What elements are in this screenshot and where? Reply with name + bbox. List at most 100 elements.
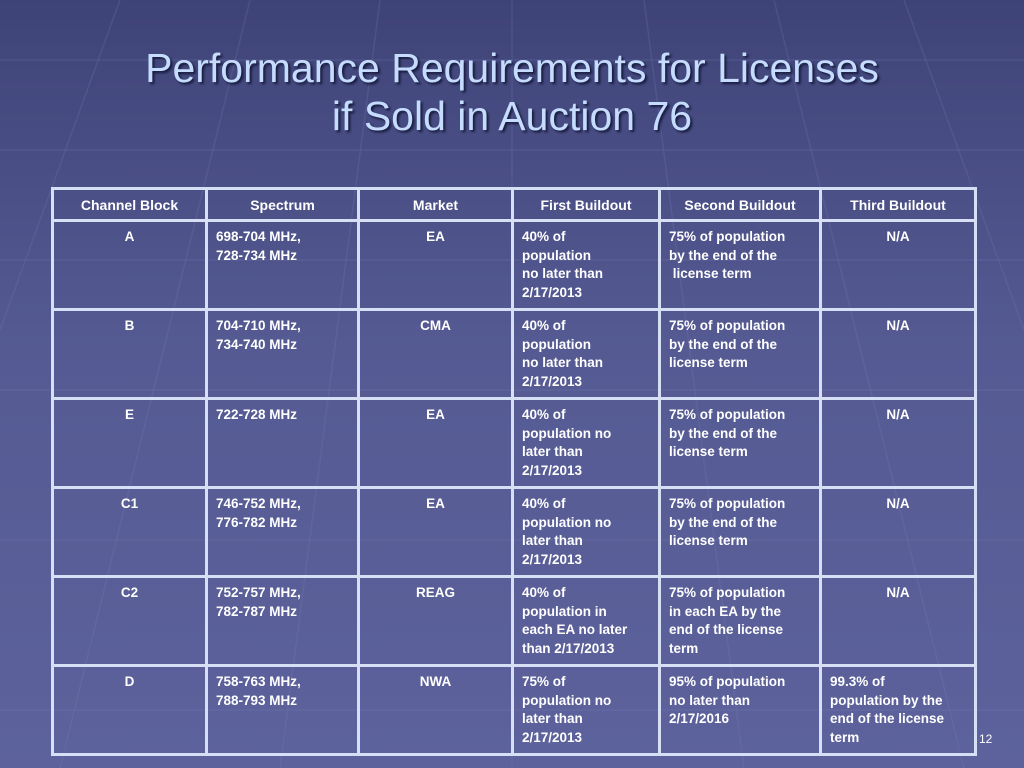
cell-text-line: end of the license xyxy=(669,622,784,637)
cell-text-line: 75% of population xyxy=(669,318,786,333)
cell-text-line: 758-763 MHz, xyxy=(216,674,301,689)
third-buildout-cell: N/A xyxy=(819,575,977,667)
cell-text-line: by the end of the xyxy=(669,336,777,352)
market-cell: NWA xyxy=(357,664,514,756)
cell-text-line: 722-728 MHz xyxy=(216,407,298,422)
table-row: C2 752-757 MHz, 782-787 MHz REAG 40% of popul… xyxy=(51,575,977,667)
cell-text-line: population no xyxy=(522,514,612,530)
cell-text-line: by the end of the xyxy=(669,425,777,441)
cell-text-line: N/A xyxy=(886,585,910,600)
third-buildout-cell: N/A xyxy=(819,397,977,489)
slide-title: Performance Requirements for Licenses if… xyxy=(0,44,1024,140)
channel-block-cell: C1 xyxy=(51,486,208,578)
third-buildout-cell: N/A xyxy=(819,486,977,578)
column-header: Second Buildout xyxy=(658,187,822,222)
channel-block-cell: D xyxy=(51,664,208,756)
cell-text-line: 40% of xyxy=(522,496,566,511)
cell-text-line: each EA no later xyxy=(522,622,628,637)
second-buildout-cell: 75% of population by the end of the licens… xyxy=(658,397,822,489)
spectrum-cell: 704-710 MHz, 734-740 MHz xyxy=(205,308,360,400)
cell-text-line: 782-787 MHz xyxy=(216,603,298,619)
cell-text-line: 788-793 MHz xyxy=(216,692,298,708)
cell-text-line: 75% of population xyxy=(669,496,786,511)
cell-text-line: population xyxy=(522,247,591,263)
first-buildout-cell: 40% of population no later than 2/17/2013 xyxy=(511,219,661,311)
cell-text-line: later than xyxy=(522,444,583,459)
cell-text-line: 2/17/2013 xyxy=(522,551,583,567)
market-cell: EA xyxy=(357,219,514,311)
market-cell: EA xyxy=(357,486,514,578)
second-buildout-cell: 95% of population no later than 2/17/2016 xyxy=(658,664,822,756)
third-buildout-cell: N/A xyxy=(819,308,977,400)
cell-text-line: population by the xyxy=(830,692,943,708)
first-buildout-cell: 40% of population no later than 2/17/2013 xyxy=(511,308,661,400)
table-row: A 698-704 MHz, 728-734 MHz EA 40% of populati… xyxy=(51,219,977,311)
second-buildout-cell: 75% of population by the end of the licens… xyxy=(658,308,822,400)
column-header: Spectrum xyxy=(205,187,360,222)
cell-text-line: population no xyxy=(522,425,612,441)
cell-text-line: population no xyxy=(522,692,612,708)
first-buildout-cell: 40% of population no later than 2/17/2013 xyxy=(511,486,661,578)
cell-text-line: 40% of xyxy=(522,407,566,422)
second-buildout-cell: 75% of population by the end of the licen… xyxy=(658,219,822,311)
second-buildout-cell: 75% of population by the end of the licens… xyxy=(658,486,822,578)
cell-text-line: license term xyxy=(669,533,748,548)
table-row: B 704-710 MHz, 734-740 MHz CMA 40% of populat… xyxy=(51,308,977,400)
cell-text-line: 2/17/2016 xyxy=(669,711,730,726)
cell-text-line: N/A xyxy=(886,229,910,244)
channel-block-cell: A xyxy=(51,219,208,311)
cell-text-line: 40% of xyxy=(522,229,566,244)
column-header: Channel Block xyxy=(51,187,208,222)
cell-text-line: 728-734 MHz xyxy=(216,247,298,263)
cell-text-line: later than xyxy=(522,533,583,548)
third-buildout-cell: N/A xyxy=(819,219,977,311)
cell-text-line: by the end of the xyxy=(669,247,777,263)
cell-text-line: 40% of xyxy=(522,585,566,600)
cell-text-line: no later than xyxy=(522,266,604,281)
cell-text-line: license term xyxy=(669,266,752,281)
cell-text-line: 746-752 MHz, xyxy=(216,496,301,511)
cell-text-line: in each EA by the xyxy=(669,603,782,619)
channel-block-cell: C2 xyxy=(51,575,208,667)
cell-text-line: N/A xyxy=(886,496,910,511)
cell-text-line: 95% of population xyxy=(669,674,786,689)
cell-text-line: no later than xyxy=(522,355,604,370)
column-header: Market xyxy=(357,187,514,222)
cell-text-line: term xyxy=(830,729,860,745)
cell-text-line: 2/17/2013 xyxy=(522,284,583,300)
page-number: 12 xyxy=(979,732,993,746)
table-body: A 698-704 MHz, 728-734 MHz EA 40% of populati… xyxy=(51,219,977,756)
spectrum-cell: 746-752 MHz, 776-782 MHz xyxy=(205,486,360,578)
market-cell: REAG xyxy=(357,575,514,667)
cell-text-line: population in xyxy=(522,603,607,619)
cell-text-line: license term xyxy=(669,444,748,459)
second-buildout-cell: 75% of population in each EA by the end of… xyxy=(658,575,822,667)
spectrum-cell: 698-704 MHz, 728-734 MHz xyxy=(205,219,360,311)
cell-text-line: 698-704 MHz, xyxy=(216,229,301,244)
third-buildout-cell: 99.3% of population by the end of the lice… xyxy=(819,664,977,756)
cell-text-line: license term xyxy=(669,355,748,370)
cell-text-line: N/A xyxy=(886,407,910,422)
table-row: D 758-763 MHz, 788-793 MHz NWA 75% of populat… xyxy=(51,664,977,756)
cell-text-line: later than xyxy=(522,711,583,726)
cell-text-line: population xyxy=(522,336,591,352)
market-cell: CMA xyxy=(357,308,514,400)
cell-text-line: no later than xyxy=(669,692,751,708)
spectrum-cell: 752-757 MHz, 782-787 MHz xyxy=(205,575,360,667)
cell-text-line: 704-710 MHz, xyxy=(216,318,301,333)
cell-text-line: 75% of population xyxy=(669,407,786,422)
table-row: C1 746-752 MHz, 776-782 MHz EA 40% of populat… xyxy=(51,486,977,578)
cell-text-line: 75% of xyxy=(522,674,566,689)
cell-text-line: than 2/17/2013 xyxy=(522,640,615,656)
cell-text-line: 776-782 MHz xyxy=(216,514,298,530)
column-header: First Buildout xyxy=(511,187,661,222)
cell-text-line: 2/17/2013 xyxy=(522,729,583,745)
cell-text-line: 75% of population xyxy=(669,229,786,244)
cell-text-line: 99.3% of xyxy=(830,674,885,689)
channel-block-cell: E xyxy=(51,397,208,489)
spectrum-cell: 722-728 MHz xyxy=(205,397,360,489)
title-line-1: Performance Requirements for Licenses xyxy=(145,45,879,91)
cell-text-line: term xyxy=(669,640,699,656)
first-buildout-cell: 40% of population in each EA no later than … xyxy=(511,575,661,667)
cell-text-line: end of the license xyxy=(830,711,945,726)
